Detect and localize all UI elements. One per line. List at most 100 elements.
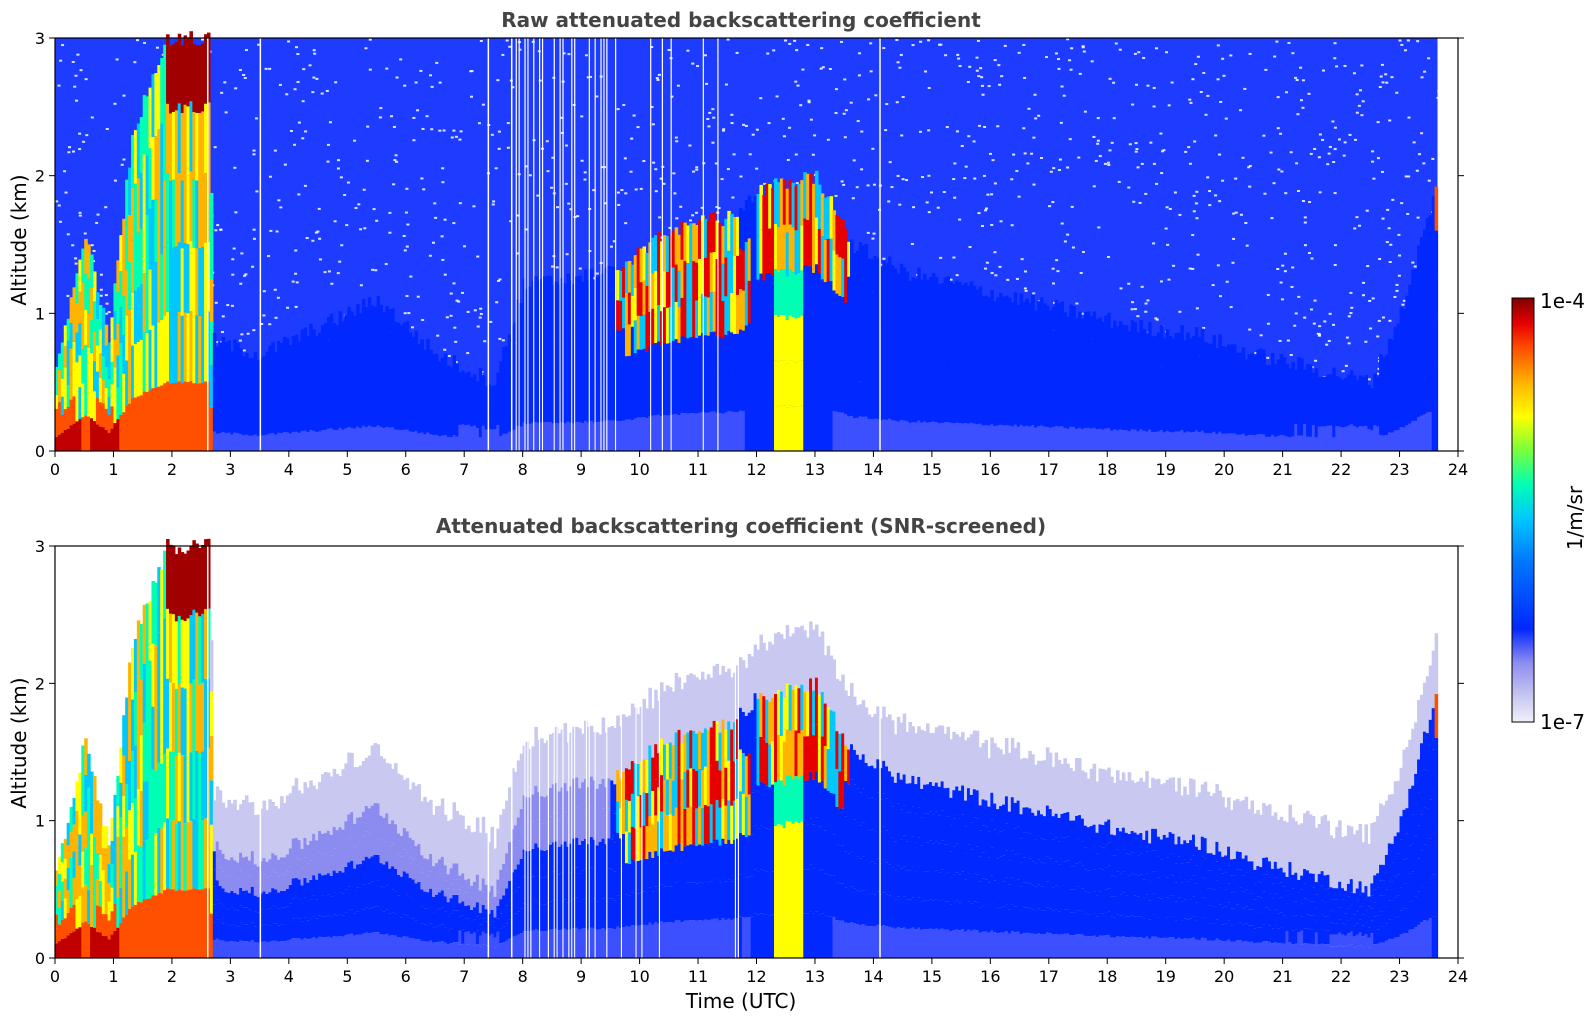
backscatter-cell [1355, 427, 1360, 440]
backscatter-cell [95, 826, 100, 853]
noise-speck [1297, 295, 1301, 298]
backscatter-cell [794, 362, 799, 407]
backscatter-cell [774, 405, 778, 451]
noise-speck [1400, 202, 1404, 205]
backscatter-cell [996, 399, 1000, 426]
noise-speck [1361, 100, 1365, 103]
backscatter-cell [239, 940, 243, 958]
noise-speck [871, 147, 875, 150]
backscatter-cell [253, 911, 258, 927]
backscatter-cell [855, 284, 860, 318]
backscatter-cell [420, 395, 424, 414]
backscatter-cell [551, 285, 556, 313]
backscatter-cell [1230, 362, 1234, 380]
backscatter-cell [1007, 399, 1012, 426]
backscatter-cell [779, 269, 784, 315]
backscatter-cell [236, 360, 240, 379]
backscatter-cell [95, 371, 100, 399]
backscatter-cell [572, 395, 576, 424]
backscatter-cell [478, 437, 483, 451]
backscatter-cell [101, 379, 106, 404]
backscatter-cell [788, 315, 793, 361]
backscatter-cell [338, 936, 343, 958]
backscatter-cell [1154, 412, 1158, 432]
noise-speck [958, 218, 962, 221]
backscatter-cell [192, 383, 196, 451]
backscatter-cell [1098, 361, 1103, 385]
backscatter-cell [1034, 404, 1038, 428]
backscatter-cell [817, 362, 822, 407]
backscatter-cell [467, 398, 471, 412]
noise-speck [362, 188, 366, 191]
noise-speck [1270, 217, 1274, 220]
backscatter-cell [952, 395, 956, 424]
backscatter-cell [1124, 325, 1129, 347]
backscatter-cell [209, 869, 214, 914]
backscatter-cell [253, 895, 258, 912]
backscatter-cell [136, 287, 141, 342]
noise-speck [996, 125, 1000, 128]
backscatter-cell [160, 320, 164, 386]
backscatter-cell [271, 870, 275, 889]
backscatter-cell [174, 42, 179, 111]
backscatter-cell [233, 376, 237, 396]
backscatter-cell [876, 418, 880, 451]
backscatter-cell [1338, 401, 1342, 415]
backscatter-cell [1317, 414, 1322, 427]
backscatter-cell [1183, 395, 1187, 415]
backscatter-cell [1054, 350, 1059, 376]
backscatter-cell [209, 278, 214, 322]
noise-speck [1358, 224, 1362, 227]
backscatter-cell [116, 292, 120, 324]
backscatter-cell [756, 408, 761, 451]
noise-speck [1106, 256, 1110, 259]
backscatter-cell [651, 237, 655, 274]
backscatter-cell [528, 286, 533, 314]
backscatter-cell [1276, 420, 1281, 436]
backscatter-cell [1265, 422, 1269, 437]
backscatter-cell [98, 402, 103, 427]
backscatter-cell [244, 890, 249, 908]
noise-speck [283, 163, 287, 166]
noise-speck [443, 273, 447, 276]
backscatter-cell [198, 889, 202, 958]
noise-speck [990, 193, 994, 196]
backscatter-cell [1355, 439, 1360, 451]
noise-speck [483, 340, 487, 343]
backscatter-cell [1034, 333, 1038, 358]
noise-speck [1327, 152, 1331, 155]
backscatter-cell [341, 936, 345, 958]
backscatter-cell [195, 819, 199, 889]
backscatter-cell [315, 918, 319, 939]
backscatter-cell [434, 434, 439, 451]
backscatter-cell [698, 374, 702, 413]
backscatter-cell [1326, 438, 1330, 451]
noise-speck [1218, 295, 1222, 298]
backscatter-cell [475, 439, 480, 451]
backscatter-cell [148, 779, 153, 840]
backscatter-cell [242, 387, 246, 404]
backscatter-cell [326, 936, 331, 958]
backscatter-cell [338, 427, 343, 451]
noise-speck [1152, 242, 1156, 245]
backscatter-cell [236, 414, 240, 433]
noise-speck [1333, 126, 1337, 129]
backscatter-cell [1379, 418, 1383, 435]
backscatter-cell [382, 404, 386, 428]
backscatter-cell [309, 408, 313, 430]
backscatter-cell [572, 284, 576, 312]
backscatter-cell [934, 363, 939, 393]
noise-speck [333, 220, 337, 223]
backscatter-cell [534, 392, 538, 422]
backscatter-cell [876, 257, 880, 291]
backscatter-cell [148, 148, 153, 209]
backscatter-cell [1034, 427, 1038, 451]
noise-speck [1380, 170, 1384, 173]
backscatter-cell [934, 305, 939, 335]
backscatter-cell [1317, 401, 1322, 415]
backscatter-cell [323, 874, 328, 896]
backscatter-cell [347, 378, 351, 403]
backscatter-cell [1180, 325, 1184, 347]
backscatter-cell [242, 403, 246, 420]
backscatter-cell [297, 938, 302, 958]
